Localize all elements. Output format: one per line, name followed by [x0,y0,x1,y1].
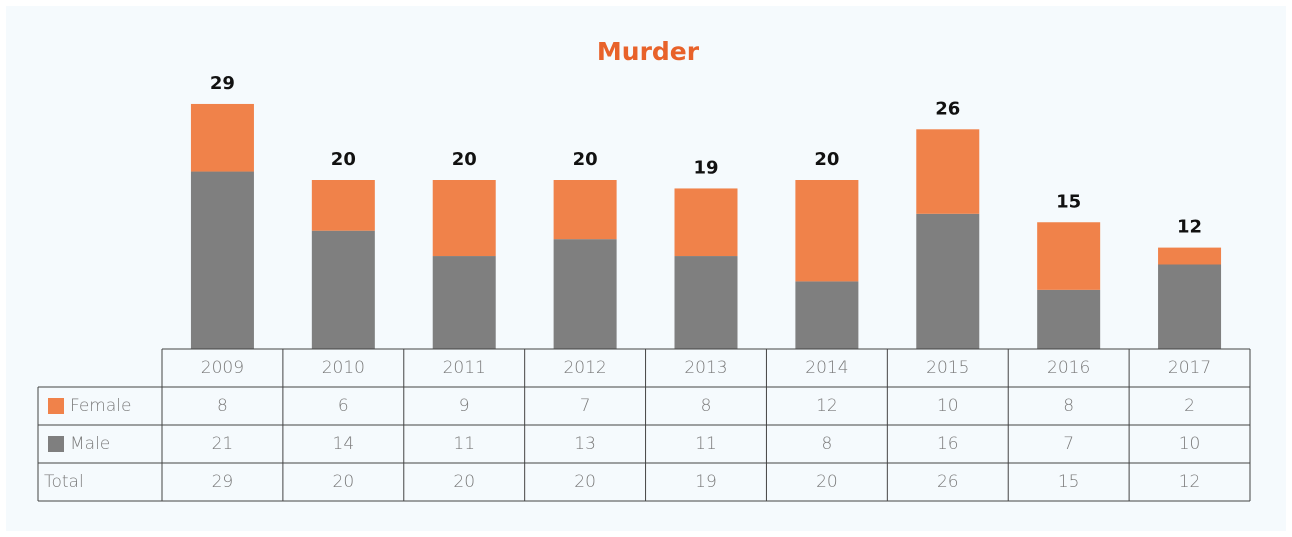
total-label: 19 [693,157,718,178]
x-tick-label: 2016 [1047,358,1090,378]
x-tick-label: 2014 [805,358,848,378]
bar-segment [311,180,375,231]
bar-segment [553,239,617,349]
table-total: 19 [695,472,717,492]
table-total: 20 [574,472,596,492]
table-total: 15 [1058,472,1080,492]
bar-segment [916,213,980,349]
table-value: 2 [1184,396,1195,416]
x-tick-label: 2010 [322,358,365,378]
table-value: 6 [338,396,349,416]
bar-segment [1158,247,1222,265]
table-total: 26 [937,472,959,492]
x-tick-label: 2013 [684,358,727,378]
bar-segment [432,180,496,257]
table-value: 10 [1179,434,1201,454]
table-value: 7 [1063,434,1074,454]
table-value: 16 [937,434,959,454]
table-total: 20 [453,472,475,492]
legend-label: Male [70,434,110,454]
table-total: 12 [1179,472,1201,492]
table-value: 8 [217,396,228,416]
bar-segment [674,188,738,257]
bar-segment [190,171,254,349]
legend-label: Female [70,396,131,416]
table-value: 8 [821,434,832,454]
table-value: 14 [333,434,355,454]
total-label: 20 [814,149,839,170]
total-label: 20 [331,149,356,170]
x-tick-label: 2015 [926,358,969,378]
table-value: 11 [453,434,475,454]
total-label: 15 [1056,191,1081,212]
bar-segment [1158,264,1222,349]
x-tick-label: 2009 [201,358,244,378]
bar-segment [190,103,254,172]
table-value: 11 [695,434,717,454]
total-label: 20 [452,149,477,170]
bar-segment [1037,222,1101,290]
table-value: 13 [574,434,596,454]
table-value: 21 [212,434,234,454]
table-total: 20 [333,472,355,492]
table-value: 9 [459,396,470,416]
bar-segment [674,256,738,349]
bar-segment [553,180,617,240]
table-value: 8 [701,396,712,416]
table-value: 10 [937,396,959,416]
bar-segment [311,230,375,349]
table-value: 8 [1063,396,1074,416]
bar-segment [795,180,859,282]
x-tick-label: 2011 [443,358,486,378]
table-value: 7 [580,396,591,416]
table-value: 12 [816,396,838,416]
total-label: 20 [573,149,598,170]
bar-segment [916,129,980,214]
bar-segment [432,256,496,349]
legend-swatch [48,436,64,452]
bar-segment [1037,289,1101,349]
x-tick-label: 2017 [1168,358,1211,378]
total-label: 26 [935,98,960,119]
bar-segment [795,281,859,349]
chart-title: Murder [597,37,700,66]
x-tick-label: 2012 [563,358,606,378]
total-label: 29 [210,73,235,94]
row-label: Total [44,472,84,492]
legend-swatch [48,398,64,414]
table-total: 20 [816,472,838,492]
table-total: 29 [212,472,234,492]
total-label: 12 [1177,217,1202,238]
